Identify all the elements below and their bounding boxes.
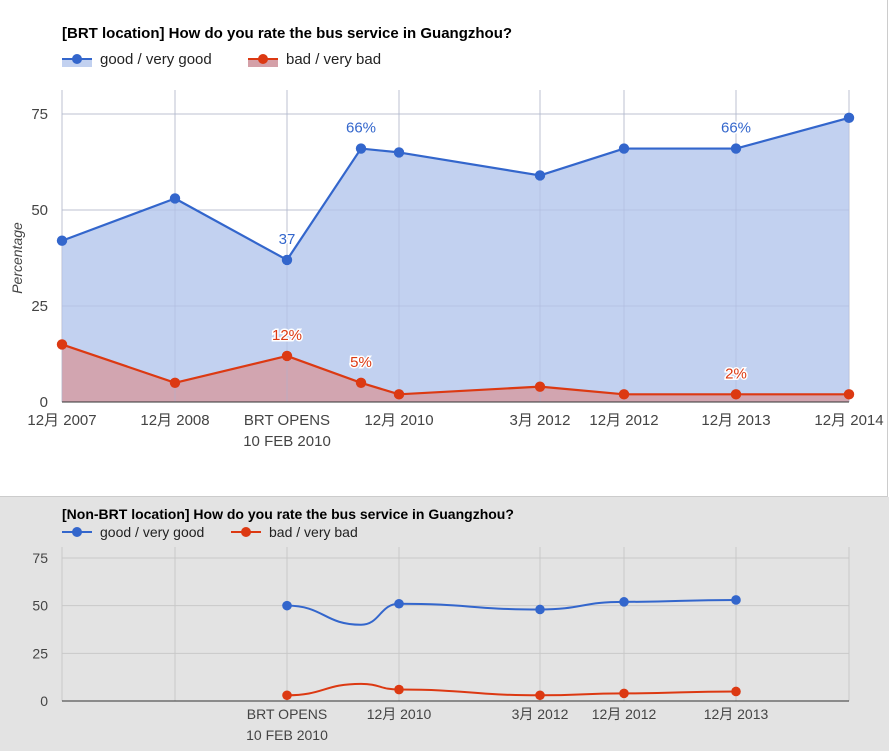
legend-marker	[72, 527, 82, 537]
data-point	[169, 377, 181, 388]
data-point	[394, 598, 404, 609]
data-point	[56, 339, 68, 350]
data-point	[535, 690, 545, 701]
x-tick-label: 12月 2010	[364, 412, 433, 429]
x-tick-label: BRT OPENS	[244, 412, 330, 429]
data-label: 37	[279, 231, 296, 248]
y-axis-label: Percentage	[9, 222, 25, 294]
data-point	[731, 595, 741, 605]
data-point	[534, 170, 546, 181]
data-label: 66%	[346, 120, 376, 137]
data-label: 66%	[721, 120, 751, 137]
x-tick-label: BRT OPENS	[247, 706, 327, 722]
y-tick-label: 0	[40, 693, 48, 709]
data-point	[843, 112, 855, 124]
data-point	[394, 684, 404, 695]
series-line-bad	[286, 682, 737, 697]
data-point	[281, 254, 293, 266]
data-point	[618, 389, 630, 400]
chart-title: [Non-BRT location] How do you rate the b…	[62, 506, 514, 522]
y-tick-label: 0	[40, 394, 48, 411]
data-point	[731, 686, 741, 697]
brt-chart: [BRT location] How do you rate the bus s…	[9, 25, 884, 450]
y-tick-label: 50	[32, 598, 48, 614]
legend-entry: bad / very bad	[269, 524, 358, 540]
data-point	[282, 600, 292, 611]
x-tick-label: 12月 2007	[27, 412, 96, 429]
data-point	[281, 350, 293, 362]
non-brt-chart: [Non-BRT location] How do you rate the b…	[32, 506, 850, 743]
legend-marker	[241, 527, 251, 537]
series-area-bad	[62, 344, 849, 402]
data-label: 2%	[725, 365, 747, 382]
x-tick-label: 12月 2008	[140, 412, 209, 429]
data-point	[355, 143, 367, 154]
y-tick-label: 25	[32, 645, 48, 661]
x-tick-label: 12月 2013	[704, 706, 769, 722]
data-point	[393, 389, 405, 400]
data-point	[618, 143, 630, 154]
x-tick-label: 3月 2012	[512, 706, 569, 722]
y-tick-label: 75	[32, 550, 48, 566]
x-tick-sublabel: 10 FEB 2010	[246, 727, 328, 743]
legend-marker	[258, 54, 268, 64]
x-tick-sublabel: 10 FEB 2010	[243, 433, 331, 450]
data-label: 5%	[350, 354, 372, 371]
x-tick-label: 12月 2013	[701, 412, 770, 429]
x-tick-label: 12月 2012	[589, 412, 658, 429]
data-point	[535, 604, 545, 615]
y-tick-label: 50	[31, 202, 48, 219]
brt-chart-panel: [BRT location] How do you rate the bus s…	[0, 0, 888, 497]
data-point	[619, 688, 629, 699]
series-line-good	[286, 598, 737, 626]
x-tick-label: 12月 2010	[367, 706, 432, 722]
data-point	[56, 235, 68, 246]
x-tick-label: 12月 2014	[814, 412, 883, 429]
data-point	[393, 147, 405, 158]
plot-area	[62, 547, 849, 701]
legend-entry: bad / very bad	[286, 51, 381, 68]
series-area-good	[62, 117, 849, 402]
data-point	[282, 690, 292, 701]
chart-title: [BRT location] How do you rate the bus s…	[62, 25, 512, 42]
legend-marker	[72, 54, 82, 64]
data-point	[730, 389, 742, 400]
legend-entry: good / very good	[100, 51, 212, 68]
data-point	[730, 143, 742, 154]
data-point	[619, 597, 629, 607]
data-label: 12%	[272, 327, 302, 344]
data-point	[169, 193, 181, 204]
x-tick-label: 3月 2012	[510, 412, 571, 429]
data-point	[534, 381, 546, 392]
legend-entry: good / very good	[100, 524, 204, 540]
x-tick-label: 12月 2012	[592, 706, 657, 722]
data-point	[843, 389, 855, 400]
y-tick-label: 75	[31, 106, 48, 123]
data-point	[355, 377, 367, 388]
y-tick-label: 25	[31, 298, 48, 315]
non-brt-chart-panel: [Non-BRT location] How do you rate the b…	[0, 497, 889, 751]
